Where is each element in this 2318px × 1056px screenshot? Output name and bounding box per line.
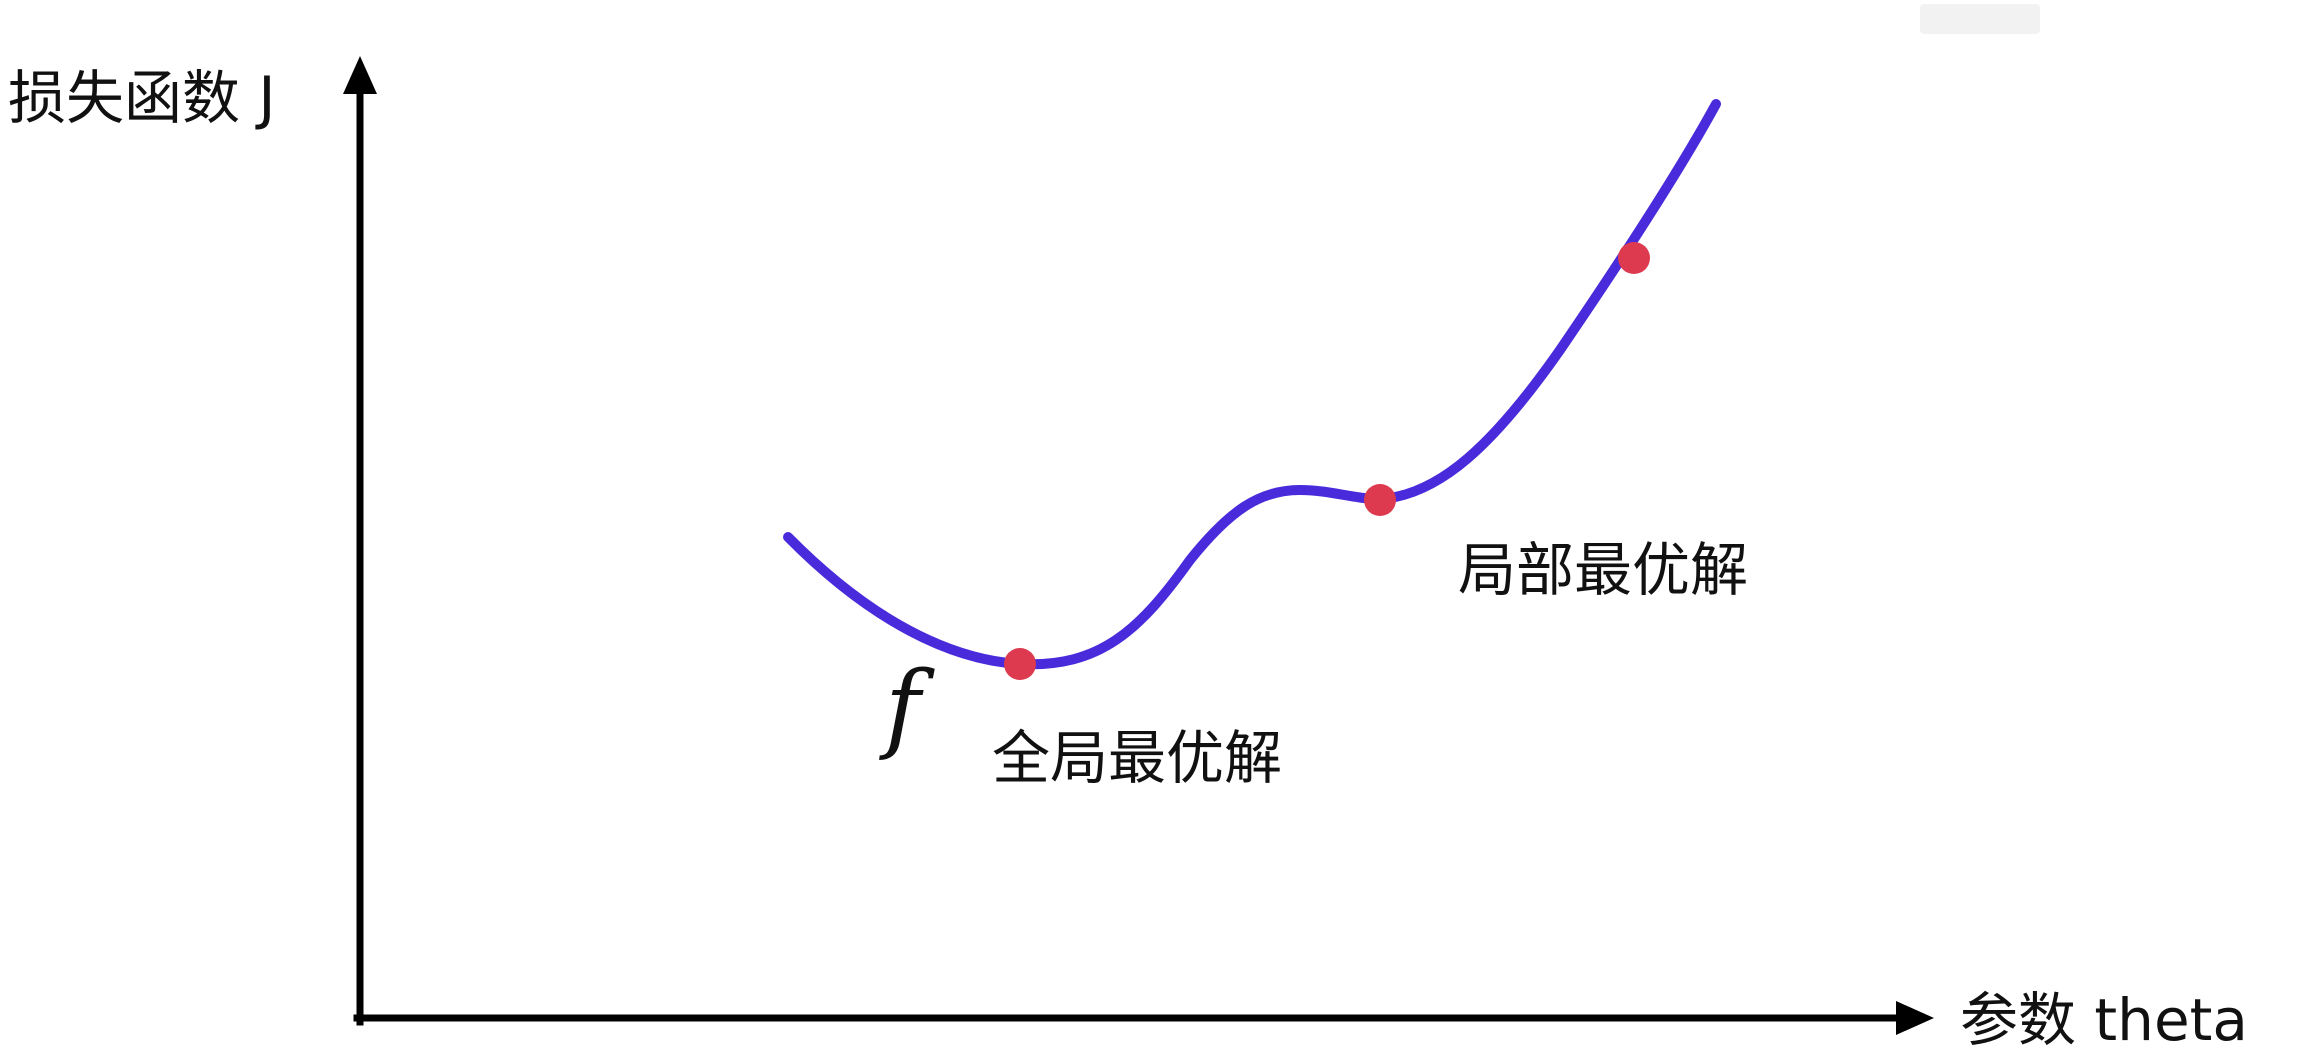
y-axis-arrowhead: [343, 56, 377, 94]
loss-curve: [783, 99, 1721, 670]
x-axis-label: 参数 theta: [1960, 986, 2248, 1054]
global-optimum-label: 全局最优解: [992, 724, 1282, 792]
x-axis-arrowhead: [1896, 1001, 1934, 1035]
curve-point-upper: [1618, 242, 1650, 274]
global-optimum-point: [1004, 648, 1036, 680]
local-optimum-label: 局部最优解: [1458, 536, 1748, 604]
local-optimum-point: [1364, 484, 1396, 516]
corner-smudge: [1920, 4, 2040, 34]
function-label: f: [879, 651, 935, 763]
y-axis-label: 损失函数 J: [8, 64, 276, 132]
